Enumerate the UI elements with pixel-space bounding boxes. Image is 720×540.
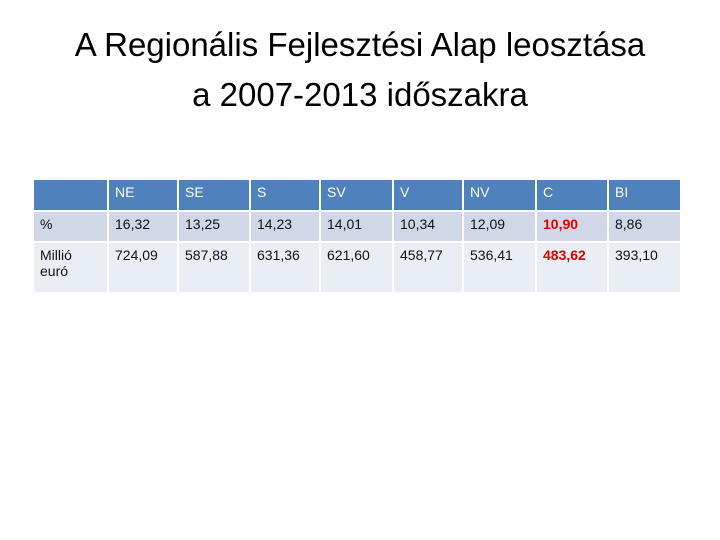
cell: 724,09 <box>107 241 179 294</box>
column-header: NE <box>107 178 179 212</box>
cell: 483,62 <box>535 241 609 294</box>
column-header: NV <box>462 178 537 212</box>
column-header: S <box>249 178 321 212</box>
cell: 536,41 <box>462 241 537 294</box>
cell: 8,86 <box>607 210 682 243</box>
column-header: V <box>392 178 464 212</box>
cell: 10,90 <box>535 210 609 243</box>
cell: 12,09 <box>462 210 537 243</box>
cell: 587,88 <box>177 241 251 294</box>
column-header: SV <box>319 178 394 212</box>
cell: 14,01 <box>319 210 394 243</box>
table-row: Millió euró 724,09 587,88 631,36 621,60 458,7… <box>32 241 682 294</box>
cell: 393,10 <box>607 241 682 294</box>
cell: 10,34 <box>392 210 464 243</box>
column-header: BI <box>607 178 682 212</box>
slide-title: A Regionális Fejlesztési Alap leosztása … <box>0 20 720 120</box>
cell: 631,36 <box>249 241 321 294</box>
row-label: % <box>32 210 109 243</box>
header-row: NE SE S SV V NV C BI <box>32 178 682 212</box>
cell: 621,60 <box>319 241 394 294</box>
cell: 14,23 <box>249 210 321 243</box>
data-table: NE SE S SV V NV C BI% 16,32 13,25 14,23 14,01 10,34 1… <box>32 178 682 294</box>
corner-cell <box>32 178 109 212</box>
title-line: a 2007-2013 időszakra <box>192 76 528 113</box>
column-header: C <box>535 178 609 212</box>
row-label: Millió euró <box>32 241 109 294</box>
table-row: % 16,32 13,25 14,23 14,01 10,34 12,09 10,90 8,86 <box>32 210 682 243</box>
column-header: SE <box>177 178 251 212</box>
cell: 13,25 <box>177 210 251 243</box>
title-line: A Regionális Fejlesztési Alap leosztása <box>74 26 646 63</box>
cell: 458,77 <box>392 241 464 294</box>
cell: 16,32 <box>107 210 179 243</box>
